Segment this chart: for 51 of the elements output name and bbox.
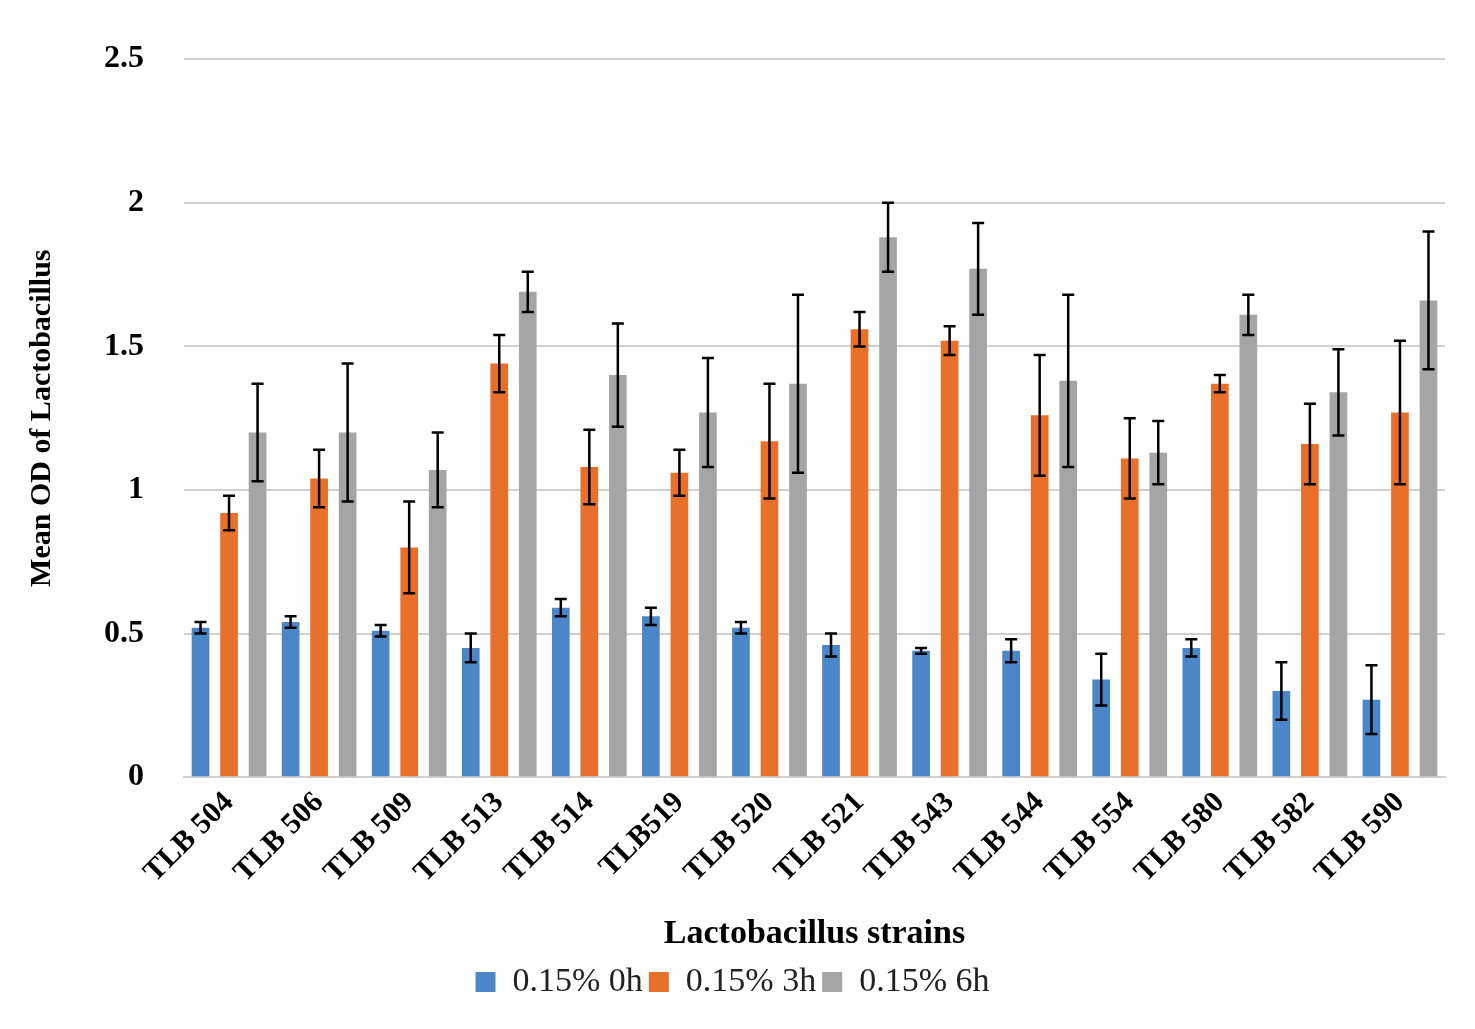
bar	[490, 363, 509, 777]
bar	[248, 432, 267, 777]
bar	[1030, 415, 1049, 777]
y-tick-label: 2	[128, 182, 144, 219]
bar	[822, 645, 840, 777]
bar	[609, 375, 627, 777]
bar	[310, 478, 328, 777]
bar	[1182, 647, 1201, 777]
bar	[1301, 444, 1319, 777]
bar	[1002, 650, 1020, 777]
bar	[371, 630, 390, 777]
bar	[220, 512, 238, 777]
bar	[1419, 300, 1438, 777]
bar	[191, 627, 210, 777]
bar	[969, 268, 987, 777]
bar	[789, 383, 807, 777]
bar	[400, 547, 419, 777]
legend-label: 0.15% 3h	[685, 960, 817, 998]
bar	[461, 647, 480, 777]
bar	[338, 432, 357, 777]
y-tick-label: 0	[128, 756, 144, 793]
bar	[1329, 392, 1348, 777]
y-tick-label: 1	[128, 469, 144, 506]
bar	[551, 607, 570, 777]
bar	[281, 622, 300, 777]
bar	[1059, 380, 1078, 777]
bar	[760, 441, 779, 777]
bar	[1149, 452, 1168, 777]
legend-label: 0.15% 0h	[512, 960, 643, 998]
y-tick-label: 2.5	[104, 38, 144, 75]
bar	[1391, 412, 1409, 777]
bar	[699, 412, 717, 777]
bar	[1239, 314, 1258, 777]
y-tick-label: 0.5	[104, 612, 144, 649]
bar	[518, 291, 537, 777]
bar	[580, 467, 599, 777]
y-axis-title: Mean OD of Lactobacillus	[22, 249, 56, 587]
bar	[1120, 458, 1139, 777]
bar	[879, 237, 897, 777]
bar	[670, 472, 689, 777]
bar	[1092, 679, 1111, 777]
bar	[940, 340, 959, 777]
bar	[850, 329, 869, 777]
bar	[1210, 383, 1229, 777]
bar	[912, 650, 930, 777]
bar	[428, 469, 447, 777]
bar	[732, 627, 750, 777]
legend-label: 0.15% 6h	[859, 960, 990, 998]
y-tick-label: 1.5	[104, 325, 144, 362]
x-axis-title: Lactobacillus strains	[663, 913, 966, 951]
bar	[642, 616, 660, 777]
